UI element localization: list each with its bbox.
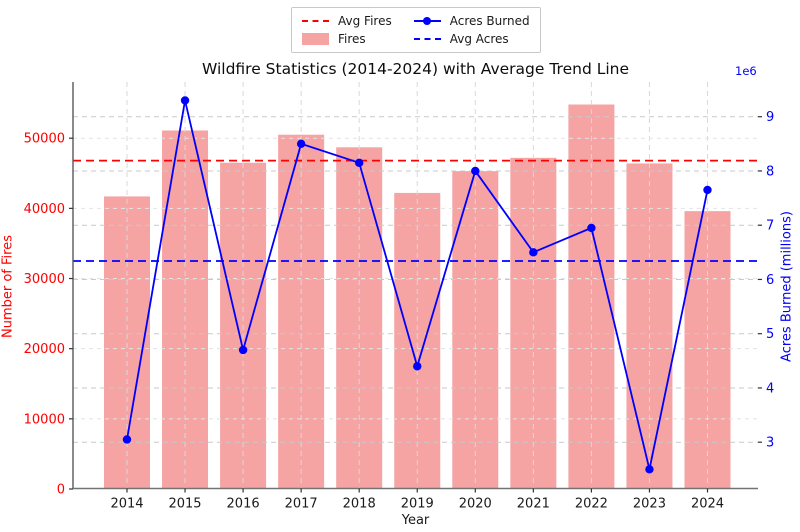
left-tick-label: 40000 <box>24 202 65 217</box>
x-tick-label: 2014 <box>110 497 143 512</box>
legend-item-avg-acres: Avg Acres <box>413 32 530 46</box>
chart-title: Wildfire Statistics (2014-2024) with Ave… <box>201 60 630 78</box>
acres-burned-marker <box>471 166 480 176</box>
patch-icon <box>302 33 329 45</box>
acres-burned-marker <box>413 362 422 371</box>
left-tick-label: 30000 <box>24 272 65 287</box>
x-tick-label: 2017 <box>285 497 318 512</box>
x-tick-label: 2021 <box>517 497 550 512</box>
legend-label: Fires <box>338 32 366 46</box>
right-axis-offset-text: 1e6 <box>735 64 757 78</box>
right-tick-label: 9 <box>766 110 774 125</box>
left-tick-label: 0 <box>57 483 65 498</box>
fires-bar <box>510 157 557 489</box>
legend-label: Acres Burned <box>449 14 530 28</box>
line-with-marker-icon <box>413 15 441 27</box>
left-tick-label: 10000 <box>24 412 65 427</box>
acres-burned-marker <box>529 248 538 257</box>
right-tick-label: 8 <box>766 164 774 179</box>
acres-burned-marker <box>354 158 364 168</box>
acres-burned-marker <box>587 223 596 233</box>
right-tick-label: 6 <box>766 273 774 288</box>
legend-item-fires: Fires <box>302 32 392 46</box>
acres-burned-marker <box>703 185 712 195</box>
legend-item-avg-fires: Avg Fires <box>302 14 392 28</box>
x-tick-label: 2020 <box>459 497 492 512</box>
right-tick-label: 5 <box>766 327 774 342</box>
x-tick-label: 2019 <box>401 497 434 512</box>
right-tick-label: 3 <box>766 436 774 451</box>
right-y-axis-label: Acres Burned (millions) <box>779 211 795 362</box>
acres-burned-marker <box>238 345 248 355</box>
acres-burned-marker <box>180 96 190 105</box>
left-tick-label: 20000 <box>24 342 65 357</box>
legend-item-acres-burned: Acres Burned <box>413 14 530 28</box>
acres-burned-marker <box>122 435 132 444</box>
dashed-line-icon <box>302 15 329 27</box>
x-tick-label: 2015 <box>168 497 201 512</box>
x-tick-label: 2023 <box>633 497 666 512</box>
x-tick-label: 2018 <box>343 497 376 512</box>
dashed-line-icon <box>413 33 441 45</box>
fires-bar <box>394 192 441 489</box>
right-tick-label: 4 <box>766 381 774 396</box>
x-tick-label: 2016 <box>227 497 260 512</box>
legend-box: Avg Fires Fires Acres Burned Avg Acres <box>291 7 541 53</box>
acres-burned-marker <box>296 139 306 149</box>
legend-label: Avg Fires <box>338 14 392 28</box>
x-axis-label: Year <box>401 513 430 528</box>
x-tick-label: 2024 <box>691 497 724 512</box>
legend-label: Avg Acres <box>449 32 509 46</box>
left-y-axis-label: Number of Fires <box>0 235 16 338</box>
right-tick-label: 7 <box>766 219 774 234</box>
left-tick-label: 50000 <box>24 132 65 147</box>
acres-burned-marker <box>645 465 654 474</box>
x-tick-label: 2022 <box>575 497 608 512</box>
